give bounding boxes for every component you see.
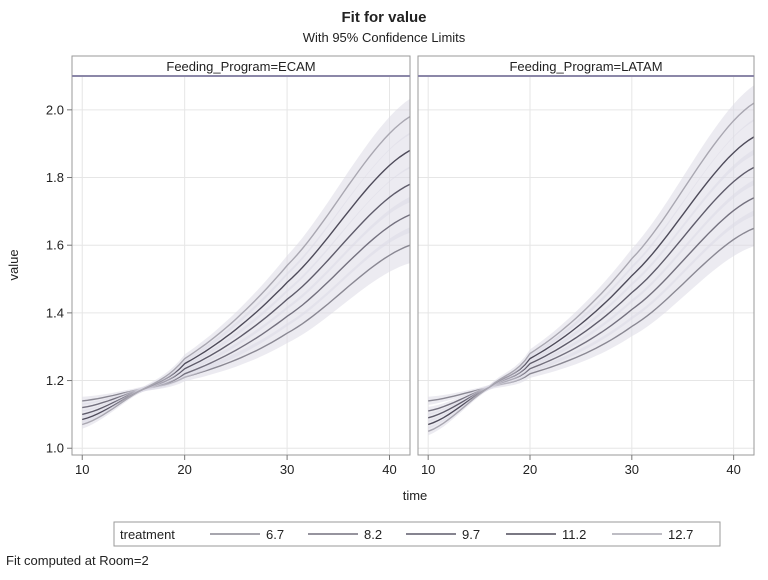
panel-ecam: Feeding_Program=ECAM 10 20 30 40 1.0 1.2 1.4 1.6…: [46, 55, 411, 477]
y-tick-label: 1.6: [46, 238, 64, 253]
confidence-band: [428, 85, 754, 436]
series-line-12.7: [81, 116, 411, 426]
legend-label-11.2: 11.2: [562, 527, 586, 542]
series-line-12.7: [427, 102, 755, 432]
x-tick-label: 20: [177, 462, 191, 477]
confidence-band: [82, 98, 410, 429]
y-tick-label: 1.2: [46, 373, 64, 388]
chart-subtitle: With 95% Confidence Limits: [302, 30, 466, 45]
x-tick-label: 10: [421, 462, 435, 477]
legend: treatment 6.7 8.2 9.7 11.2 12.7: [113, 521, 721, 547]
x-tick-label: 30: [280, 462, 294, 477]
y-tick-label: 1.8: [46, 170, 64, 185]
legend-label-6.7: 6.7: [266, 527, 284, 542]
legend-label-12.7: 12.7: [668, 527, 693, 542]
panel-label: Feeding_Program=ECAM: [166, 59, 315, 74]
x-tick-label: 10: [75, 462, 89, 477]
x-tick-label: 40: [382, 462, 396, 477]
legend-label-9.7: 9.7: [462, 527, 480, 542]
panel-latam: Feeding_Program=LATAM 10 20 30 40: [417, 55, 755, 477]
x-tick-label: 30: [625, 462, 639, 477]
panel-label: Feeding_Program=LATAM: [509, 59, 662, 74]
x-tick-label: 40: [726, 462, 740, 477]
footnote: Fit computed at Room=2: [6, 553, 149, 568]
y-axis-label: value: [6, 249, 21, 280]
y-tick-label: 1.4: [46, 305, 64, 320]
y-tick-label: 2.0: [46, 102, 64, 117]
legend-title: treatment: [120, 527, 175, 542]
chart-title: Fit for value: [341, 9, 427, 26]
y-tick-label: 1.0: [46, 441, 64, 456]
x-axis-label: time: [403, 488, 428, 503]
legend-label-8.2: 8.2: [364, 527, 382, 542]
x-tick-label: 20: [523, 462, 537, 477]
